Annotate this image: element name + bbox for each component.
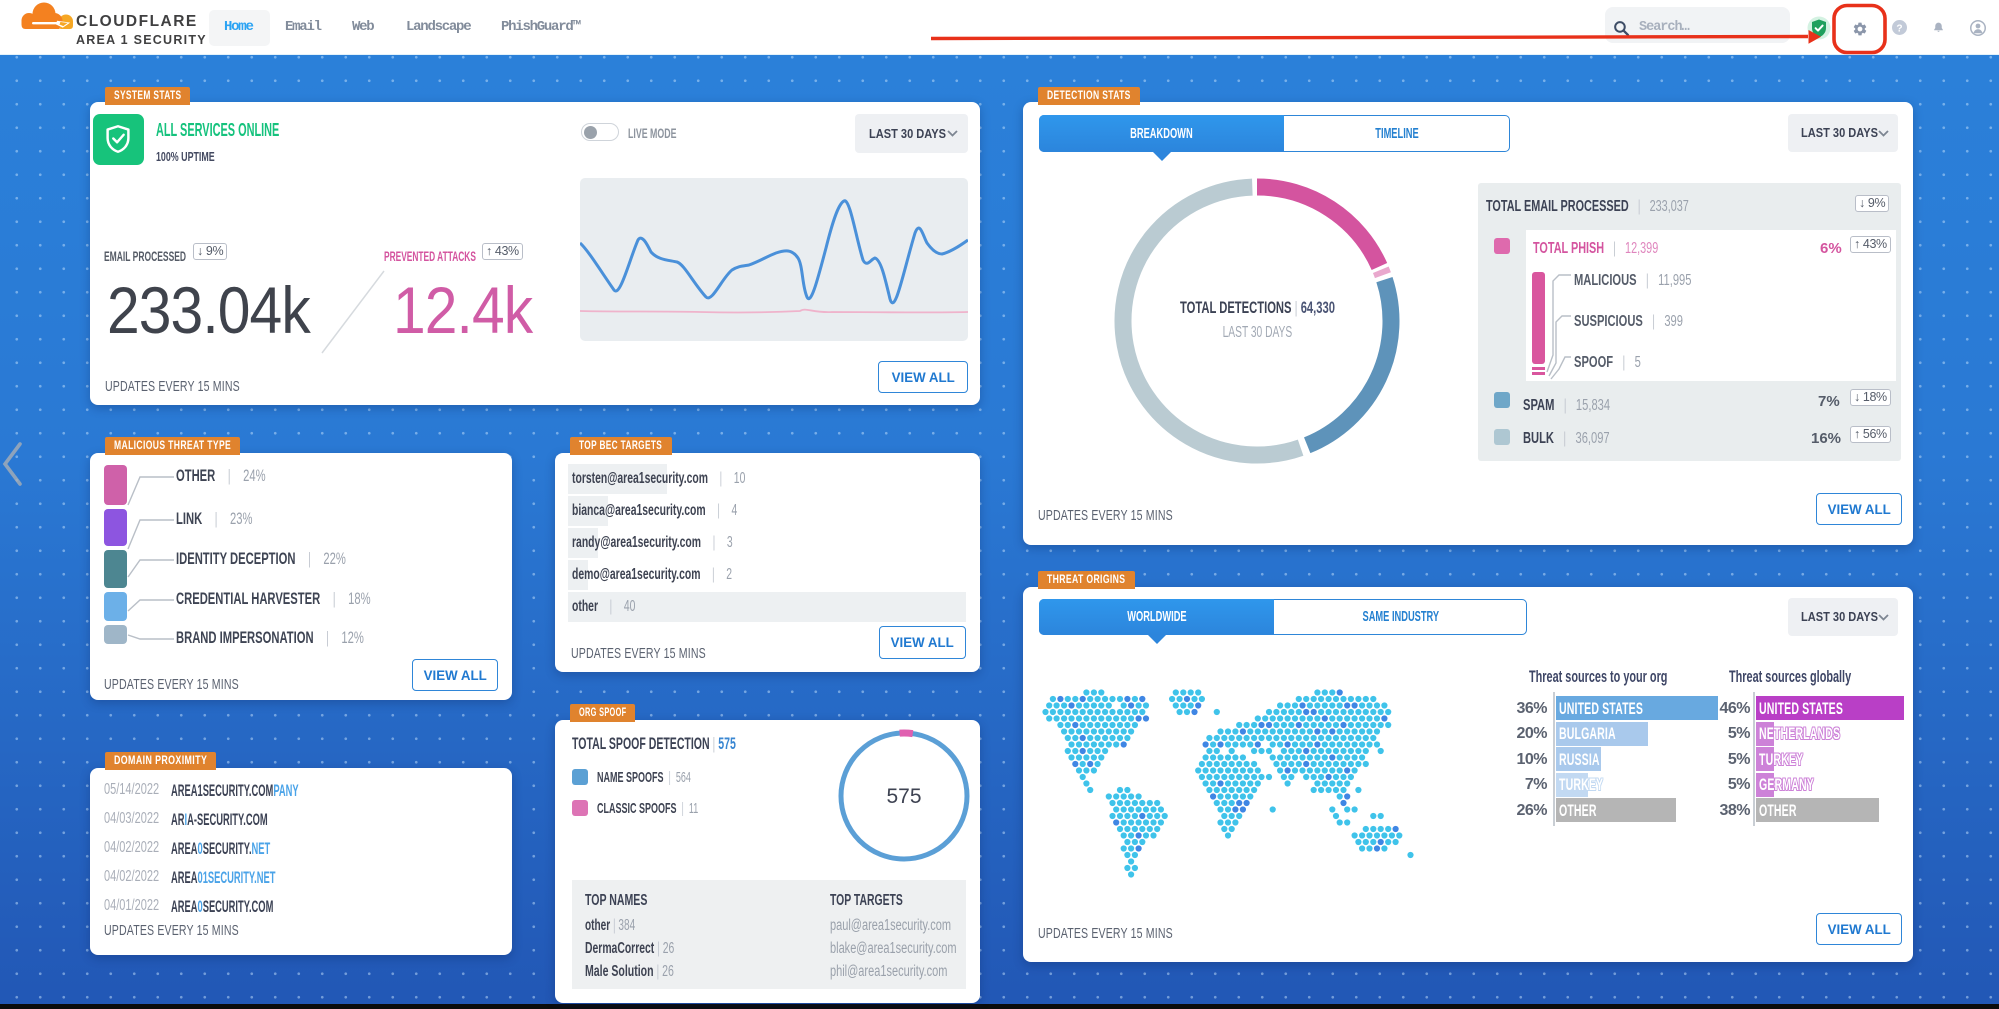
svg-text:575: 575 [886, 785, 921, 808]
svg-text:?: ? [1896, 23, 1902, 34]
